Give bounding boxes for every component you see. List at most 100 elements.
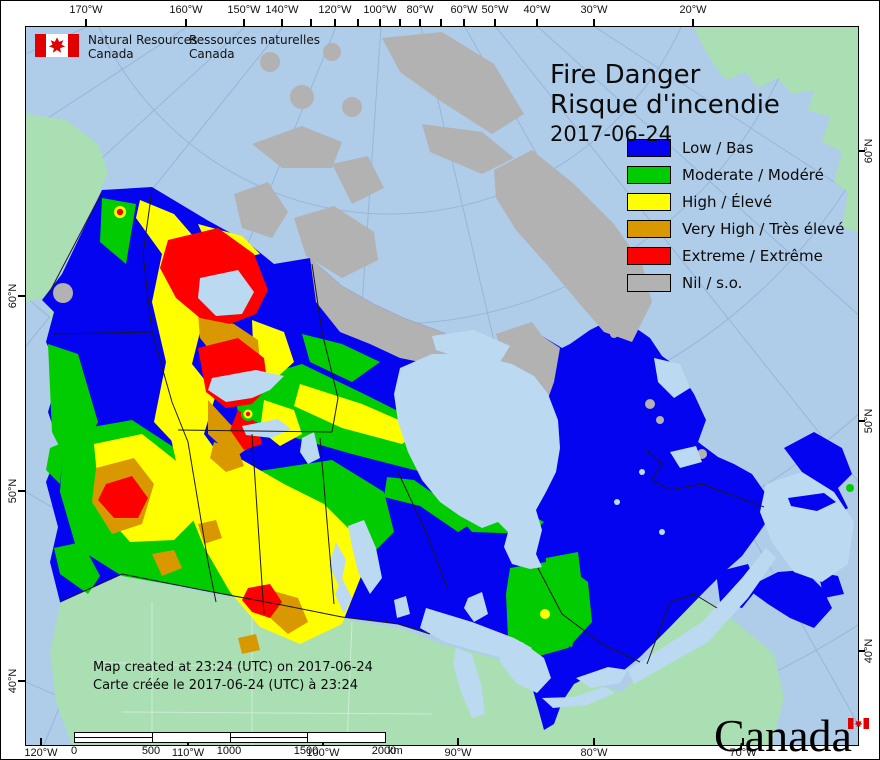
lake-michigan	[453, 648, 485, 718]
ungava-bay	[654, 358, 690, 398]
axis-tick	[593, 738, 595, 745]
greenland	[694, 27, 858, 232]
scale-tick-1000: 1000	[216, 745, 242, 757]
alaska	[26, 114, 108, 302]
axis-tick	[379, 19, 381, 26]
lake-nipigon	[464, 592, 488, 622]
legend-swatch-low	[627, 139, 671, 157]
reindeer-lake	[300, 432, 320, 464]
axis-tick	[536, 19, 538, 26]
scale-tick-1500: 1500	[293, 745, 319, 757]
lakes	[198, 270, 854, 718]
map-frame: Natural Resources Canada Ressources natu…	[25, 26, 869, 759]
legend-swatch-high	[627, 193, 671, 211]
axis-tick	[399, 19, 401, 26]
axis-tick	[692, 19, 694, 26]
created-fr: Carte créée le 2017-06-24 (UTC) à 23:24	[93, 678, 358, 693]
map-title: Fire Danger Risque d'incendie 2017-06-24	[550, 60, 780, 148]
axis-tick	[742, 738, 744, 745]
lon-label: 80°W	[406, 4, 434, 16]
legend-label-extreme: Extreme / Extrême	[682, 247, 823, 265]
scale-unit: km	[388, 745, 403, 757]
scale-bar	[74, 732, 386, 743]
lon-label: 50°W	[481, 4, 509, 16]
axis-tick	[858, 420, 865, 422]
nrcan-logo	[35, 34, 79, 61]
usa	[50, 576, 784, 745]
lon-label: 110°W	[171, 747, 205, 759]
axis-tick	[18, 680, 25, 682]
logo-text-en: Natural Resources Canada	[88, 33, 197, 61]
logo-en-line1: Natural Resources	[88, 33, 198, 47]
axis-tick	[281, 19, 283, 26]
boundaries	[46, 189, 765, 665]
lon-label: 140°W	[265, 4, 299, 16]
axis-tick	[310, 19, 312, 26]
legend-label-very-high: Very High / Très élevé	[682, 220, 845, 238]
axis-tick	[334, 19, 336, 26]
axis-tick	[18, 490, 25, 492]
logo-fr-line2: Canada	[189, 47, 235, 61]
created-en: Map created at 23:24 (UTC) on 2017-06-24	[93, 660, 373, 675]
axis-tick	[18, 295, 25, 297]
logo-text-fr: Ressources naturelles Canada	[189, 33, 320, 61]
hotspot-bullseyes	[111, 203, 255, 421]
lon-label: 120°W	[318, 4, 352, 16]
axis-tick	[440, 19, 442, 26]
nova-scotia	[746, 570, 832, 628]
title-date: 2017-06-24	[550, 122, 673, 146]
lon-label: 160°W	[169, 4, 203, 16]
axis-tick	[858, 150, 865, 152]
lon-label: 150°W	[227, 4, 261, 16]
axis-tick	[457, 738, 459, 745]
lake-athabasca	[242, 419, 291, 438]
axis-tick	[419, 19, 421, 26]
lon-label: 30°W	[580, 4, 608, 16]
legend-swatch-very-high	[627, 220, 671, 238]
axis-tick	[243, 19, 245, 26]
lake-winnipeg	[348, 520, 382, 594]
map-created-note: Map created at 23:24 (UTC) on 2017-06-24…	[93, 659, 373, 695]
legend-label-high: High / Élevé	[682, 193, 773, 211]
axis-tick	[858, 650, 865, 652]
foxe-basin	[432, 330, 510, 362]
lake-huron	[496, 642, 551, 693]
great-slave-lake	[208, 370, 284, 402]
st-lawrence-river	[628, 548, 776, 684]
canada-fire-danger-map	[26, 27, 858, 745]
scale-tick-0: 0	[70, 745, 78, 757]
great-bear-lake	[198, 270, 254, 316]
logo-fr-line1: Ressources naturelles	[189, 33, 320, 47]
lon-label: 20°W	[679, 4, 707, 16]
scale-tick-500: 500	[141, 745, 161, 757]
lon-label: 40°W	[523, 4, 551, 16]
lake-ontario	[576, 667, 628, 688]
axis-tick	[85, 19, 87, 26]
hudson-bay	[394, 354, 560, 569]
legend-swatch-extreme	[627, 247, 671, 265]
lon-label: 80°W	[580, 747, 608, 759]
legend-swatch-moderate	[627, 166, 671, 184]
scale-segment-line	[230, 737, 307, 738]
axis-tick	[40, 738, 42, 745]
lon-label: 90°W	[444, 747, 472, 759]
lake-erie	[542, 687, 615, 708]
lon-label: 100°W	[363, 4, 397, 16]
axis-tick	[593, 19, 595, 26]
canada-wordmark: Canada	[714, 710, 869, 760]
legend-swatch-nil	[627, 274, 671, 292]
canada-flag-icon	[848, 718, 869, 729]
bay-of-fundy	[720, 582, 752, 614]
lon-label: 100°W	[306, 747, 340, 759]
legend-label-moderate: Moderate / Modéré	[682, 166, 824, 184]
axis-tick	[494, 19, 496, 26]
scale-segment-line	[75, 737, 152, 738]
axis-tick	[185, 19, 187, 26]
title-en: Fire Danger	[550, 60, 701, 90]
lon-label: 170°W	[69, 4, 103, 16]
lon-label: 120°W	[24, 747, 58, 759]
lon-label: 70°W	[729, 747, 757, 759]
wordmark-text: Canada	[714, 710, 852, 760]
legend-label-low: Low / Bas	[682, 139, 754, 157]
